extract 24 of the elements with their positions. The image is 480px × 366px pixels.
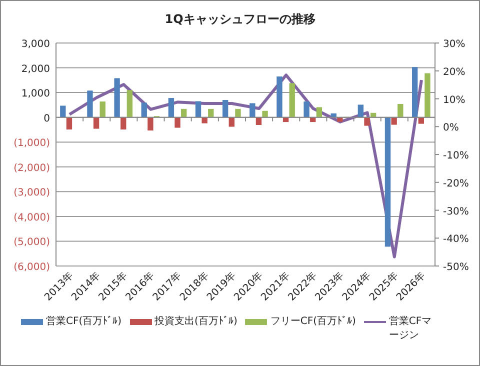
y-tick-label: 2,000 bbox=[21, 64, 50, 75]
y2-tick-label: 0% bbox=[443, 122, 459, 134]
chart-title: 1Qキャッシュフローの推移 bbox=[164, 12, 316, 26]
y-tick-label: (4,000) bbox=[14, 212, 50, 224]
y2-tick-label: -10% bbox=[443, 150, 469, 162]
legend-label: 投資支出(百万ﾄﾞﾙ) bbox=[154, 314, 238, 328]
legend-label: 営業CF(百万ﾄﾞﾙ) bbox=[46, 314, 122, 328]
y-tick-label: 1,000 bbox=[21, 88, 50, 100]
y-tick-label: 3,000 bbox=[21, 39, 50, 50]
y-tick-label: (2,000) bbox=[14, 162, 50, 174]
y-tick-label: (5,000) bbox=[14, 237, 50, 248]
y2-tick-label: -50% bbox=[443, 262, 469, 273]
y2-tick-label: -40% bbox=[443, 234, 469, 246]
y2-tick-label: -20% bbox=[443, 178, 469, 190]
y-tick-label: (3,000) bbox=[14, 188, 50, 199]
y2-tick-label: 10% bbox=[443, 94, 466, 106]
y-tick-label: 0 bbox=[44, 113, 50, 124]
y2-tick-label: -30% bbox=[443, 206, 469, 218]
y2-tick-label: 30% bbox=[443, 39, 466, 50]
y2-tick-label: 20% bbox=[443, 66, 466, 78]
y-tick-label: (6,000) bbox=[14, 262, 50, 273]
legend-label: フリーCF(百万ﾄﾞﾙ) bbox=[270, 314, 356, 328]
y-tick-label: (1,000) bbox=[14, 138, 50, 150]
legend-label: 営業CFマージン bbox=[388, 314, 433, 342]
